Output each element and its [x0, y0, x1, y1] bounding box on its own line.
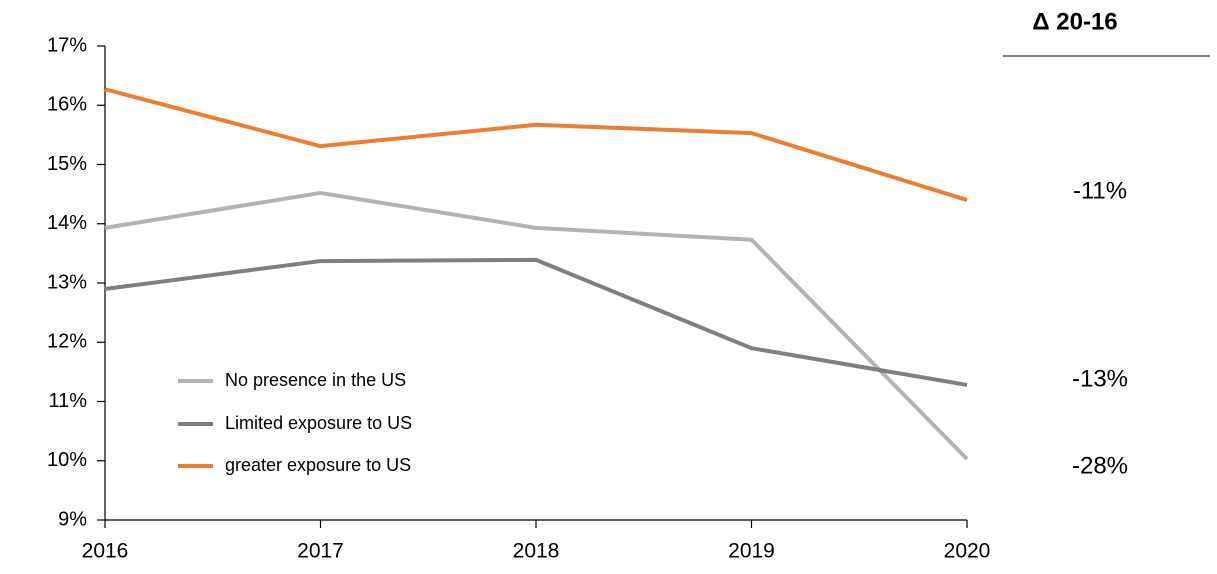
y-tick-label: 12% — [47, 331, 87, 353]
legend-label: Limited exposure to US — [225, 413, 412, 433]
y-tick-label: 10% — [47, 449, 87, 471]
delta-header: Δ 20-16 — [1032, 8, 1117, 35]
x-tick-label: 2020 — [944, 540, 991, 563]
x-tick-label: 2019 — [728, 540, 775, 563]
x-tick-label: 2016 — [82, 540, 129, 563]
y-tick-label: 11% — [48, 390, 87, 412]
delta-label: -11% — [1073, 177, 1127, 204]
legend-label: greater exposure to US — [225, 455, 411, 475]
legend-label: No presence in the US — [225, 370, 406, 390]
series-line — [104, 190, 969, 461]
y-tick-label: 16% — [47, 94, 87, 116]
y-tick-label: 14% — [47, 212, 87, 234]
x-tick-label: 2018 — [513, 540, 560, 563]
y-tick-label: 13% — [47, 271, 87, 293]
delta-label: -28% — [1072, 452, 1128, 479]
delta-label: -13% — [1072, 365, 1128, 392]
y-tick-label: 9% — [58, 508, 87, 530]
series-line — [104, 87, 968, 202]
x-tick-label: 2017 — [297, 540, 344, 563]
series-line — [104, 257, 968, 387]
y-tick-label: 17% — [47, 34, 87, 56]
y-tick-label: 15% — [47, 153, 87, 175]
